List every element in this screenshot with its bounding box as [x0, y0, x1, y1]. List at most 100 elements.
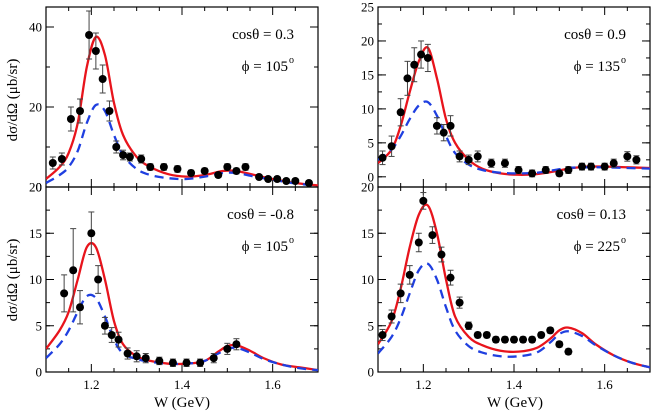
data-point: [423, 53, 432, 62]
data-point: [510, 335, 518, 344]
data-point: [94, 275, 103, 284]
data-point: [446, 273, 455, 282]
dashed-curve: [46, 293, 318, 372]
data-point: [168, 358, 177, 367]
data-point: [439, 128, 448, 137]
data-point: [209, 354, 218, 363]
x-tick-label: 1.4: [174, 377, 191, 392]
data-point: [91, 47, 100, 55]
y-tick-label: 0: [368, 365, 375, 380]
data-point: [223, 344, 232, 353]
data-point: [155, 356, 164, 365]
data-point: [141, 354, 150, 363]
data-point: [223, 163, 232, 171]
data-point: [414, 238, 423, 247]
data-point: [500, 335, 509, 344]
y-tick-label: 15: [361, 226, 374, 241]
data-point: [405, 270, 414, 279]
data-point: [555, 340, 564, 349]
y-tick-label: 10: [361, 272, 374, 287]
data-point: [66, 115, 75, 123]
y-tick-label: 15: [361, 67, 374, 82]
data-point: [410, 60, 419, 69]
data-point: [473, 152, 482, 161]
y-tick-label: 5: [368, 135, 375, 150]
y-axis-title-top: dσ/dΩ (μb/sr): [5, 59, 21, 142]
annotation-phi-degree: o: [289, 235, 294, 246]
data-point: [76, 303, 84, 312]
data-point: [473, 331, 482, 339]
data-point: [528, 169, 537, 178]
y-tick-label: 25: [361, 0, 374, 15]
y-tick-label: 10: [361, 101, 374, 116]
plot-area: [378, 40, 650, 178]
y-tick-label: 40: [29, 20, 42, 35]
data-point: [282, 177, 291, 185]
data-point: [482, 331, 491, 339]
dashed-curve: [46, 103, 318, 187]
x-axis-title-right: W (GeV): [487, 395, 543, 411]
data-point: [419, 196, 428, 205]
data-point: [537, 331, 546, 339]
data-point: [455, 298, 464, 307]
data-point: [378, 153, 387, 162]
x-tick-label: 1.2: [83, 377, 99, 392]
data-point: [146, 163, 155, 171]
annotation-cos-theta: cosθ = 0.9: [564, 27, 626, 43]
data-point: [87, 229, 96, 238]
y-tick-label: 5: [368, 318, 375, 333]
y-tick-label: 20: [29, 180, 42, 195]
data-point: [173, 165, 182, 173]
y-tick-label: 0: [36, 180, 43, 195]
y-tick-label: 5: [36, 318, 43, 333]
solid-curve: [46, 241, 318, 372]
data-point: [98, 75, 107, 83]
data-point: [137, 155, 146, 163]
x-tick-label: 1.4: [506, 377, 523, 392]
data-point: [48, 159, 57, 167]
y-tick-label: 20: [361, 33, 374, 48]
panel-bottom-left: 0 5 10 15 20 1.2 1.4 1.6 cosθ = -0.8 ϕ = 105 o: [29, 180, 319, 392]
solid-curve: [378, 203, 650, 369]
data-point: [291, 177, 300, 185]
data-point: [187, 169, 196, 177]
data-point: [200, 167, 209, 175]
y-tick-label: 20: [29, 100, 42, 115]
data-point: [76, 107, 84, 115]
data-point: [519, 335, 528, 344]
annotation-phi-degree: o: [289, 55, 294, 66]
data-point: [587, 162, 596, 171]
annotation-phi-degree: o: [621, 235, 626, 246]
dashed-curve: [378, 262, 650, 369]
data-point: [378, 331, 387, 339]
data-point: [396, 289, 405, 298]
data-point: [107, 331, 116, 339]
data-point: [455, 152, 464, 161]
y-axis-title-bottom: dσ/dΩ (μb/sr): [5, 239, 21, 322]
data-point: [528, 335, 537, 344]
data-point: [564, 166, 573, 175]
data-point: [60, 289, 69, 298]
y-tick-label: 15: [29, 226, 42, 241]
annotation-cos-theta: cosθ = 0.13: [557, 207, 626, 223]
data-point: [609, 159, 618, 168]
data-point: [57, 155, 66, 163]
data-point: [255, 173, 264, 181]
data-point: [114, 335, 123, 344]
panel-bottom-right: 0 5 10 15 20 1.2 1.4 1.6 cosθ = 0.13 ϕ = 225 o: [361, 180, 651, 392]
plot-area: [378, 192, 650, 369]
x-axis-title-left: W (GeV): [154, 395, 210, 411]
data-point: [100, 321, 109, 330]
data-point: [214, 171, 223, 179]
x-tick-label: 1.6: [265, 377, 282, 392]
data-point: [555, 169, 564, 178]
data-point: [387, 312, 396, 321]
data-point: [85, 31, 94, 39]
data-point: [105, 107, 114, 115]
data-point: [182, 358, 191, 367]
y-tick-label: 0: [368, 169, 375, 184]
annotation-cos-theta: cosθ = 0.3: [232, 27, 294, 43]
data-point: [600, 162, 609, 171]
